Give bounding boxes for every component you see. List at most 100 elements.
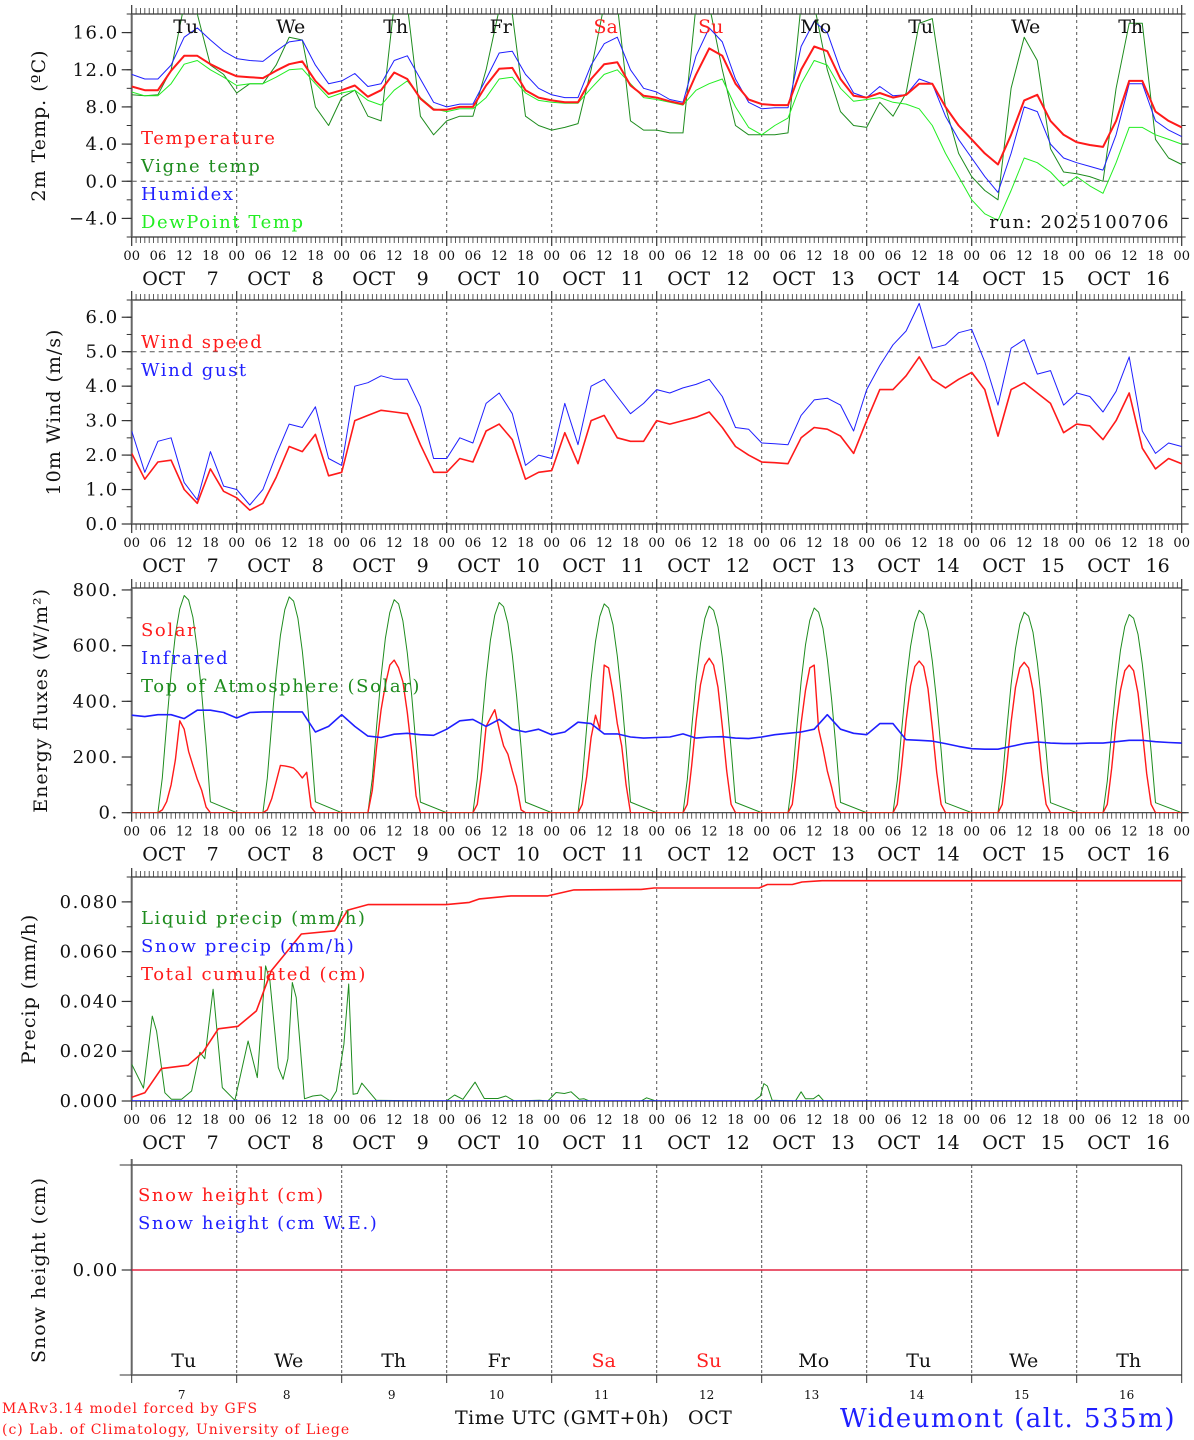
y-tick-label: 200. — [73, 747, 119, 768]
legend-entry: Temperature — [141, 128, 277, 149]
day-number-label: 9 — [388, 1388, 396, 1402]
x-date-label: 10 — [516, 268, 540, 290]
day-of-week-label: Mo — [798, 1350, 829, 1372]
x-hour-label: 06 — [780, 825, 797, 840]
x-month-label: OCT — [352, 268, 395, 290]
x-hour-label: 12 — [911, 249, 928, 264]
x-hour-label: 18 — [727, 1113, 744, 1128]
x-hour-label: 00 — [543, 1113, 560, 1128]
x-month-label: OCT — [142, 555, 185, 577]
x-hour-label: 18 — [622, 1113, 639, 1128]
x-hour-label: 00 — [1068, 1113, 1085, 1128]
x-hour-label: 00 — [753, 536, 770, 551]
x-hour-label: 12 — [701, 536, 718, 551]
x-hour-label: 12 — [491, 825, 508, 840]
x-date-label: 9 — [417, 555, 429, 577]
x-hour-label: 18 — [727, 825, 744, 840]
x-date-label: 9 — [417, 844, 429, 866]
x-date-label: 8 — [312, 555, 324, 577]
x-month-label: OCT — [247, 844, 290, 866]
x-hour-label: 12 — [1121, 536, 1138, 551]
x-hour-label: 00 — [858, 825, 875, 840]
x-hour-label: 18 — [727, 249, 744, 264]
x-hour-label: 12 — [491, 1113, 508, 1128]
y-axis-label: Snow height (cm) — [28, 1177, 50, 1363]
y-tick-label: 12.0 — [73, 60, 119, 81]
x-hour-label: 12 — [1016, 1113, 1033, 1128]
day-of-week-label: Tu — [171, 1350, 196, 1372]
x-date-label: 10 — [516, 1132, 540, 1154]
y-tick-label: 4.0 — [86, 134, 119, 155]
x-hour-label: 06 — [1095, 1113, 1112, 1128]
x-date-label: 11 — [621, 268, 645, 290]
x-hour-label: 06 — [1095, 536, 1112, 551]
x-month-label: OCT — [1087, 268, 1130, 290]
run-label: run: 2025100706 — [989, 212, 1170, 233]
x-hour-label: 06 — [465, 249, 482, 264]
y-tick-label: 4.0 — [86, 376, 119, 397]
day-of-week-label: Tu — [908, 16, 933, 38]
x-hour-label: 12 — [596, 1113, 613, 1128]
series-line-temperature — [131, 45, 1182, 166]
x-date-label: 14 — [936, 555, 960, 577]
x-hour-label: 06 — [570, 825, 587, 840]
x-date-label: 14 — [936, 268, 960, 290]
x-hour-label: 18 — [307, 536, 324, 551]
x-date-label: 9 — [417, 1132, 429, 1154]
x-hour-label: 06 — [675, 1113, 692, 1128]
day-of-week-label: Su — [698, 16, 723, 38]
x-hour-label: 18 — [832, 536, 849, 551]
day-of-week-label: We — [1009, 1350, 1038, 1372]
x-date-label: 15 — [1041, 555, 1065, 577]
day-number-label: 16 — [1119, 1388, 1134, 1402]
x-hour-label: 12 — [911, 1113, 928, 1128]
legend-entry: Infrared — [141, 648, 229, 669]
x-hour-label: 18 — [517, 1113, 534, 1128]
x-hour-label: 06 — [360, 249, 377, 264]
x-month-label: OCT — [1087, 555, 1130, 577]
x-hour-label: 18 — [1042, 1113, 1059, 1128]
x-hour-label: 18 — [832, 825, 849, 840]
x-date-label: 14 — [936, 844, 960, 866]
x-hour-label: 00 — [1068, 249, 1085, 264]
x-hour-label: 00 — [333, 249, 350, 264]
x-month-label: OCT — [772, 555, 815, 577]
day-number-label: 15 — [1014, 1388, 1029, 1402]
x-hour-label: 18 — [832, 249, 849, 264]
x-hour-label: 18 — [727, 536, 744, 551]
x-hour-label: 12 — [176, 825, 193, 840]
x-month-label: OCT — [877, 1132, 920, 1154]
station-name: Wideumont (alt. 535m) — [840, 1404, 1176, 1434]
x-hour-label: 00 — [858, 536, 875, 551]
x-hour-label: 12 — [1016, 536, 1033, 551]
legend-entry: Snow precip (mm/h) — [141, 936, 355, 957]
x-hour-label: 06 — [150, 825, 167, 840]
series-line-wind-gust — [131, 302, 1182, 506]
day-of-week-label: Mo — [800, 16, 831, 38]
x-hour-label: 00 — [648, 536, 665, 551]
x-date-label: 10 — [516, 844, 540, 866]
x-hour-label: 18 — [622, 249, 639, 264]
x-hour-label: 12 — [1016, 825, 1033, 840]
day-number-label: 14 — [909, 1388, 925, 1402]
panel-wind: 00 06 12 18 OCT 7 00 06 12 18 OCT 8 00 06 12 18 OCT 9 00 06… — [43, 291, 1190, 577]
panel-energy: 00 06 12 18 OCT 7 00 06 12 18 OCT 8 00 06 12 18 OCT 9 00 06… — [30, 579, 1190, 866]
x-hour-label: 12 — [386, 536, 403, 551]
y-tick-label: 0.080 — [60, 892, 119, 913]
x-month-label: OCT — [982, 555, 1025, 577]
day-of-week-label: Fr — [490, 16, 513, 38]
x-date-label: 8 — [312, 1132, 324, 1154]
x-hour-label: 12 — [806, 249, 823, 264]
x-month-label: OCT — [247, 1132, 290, 1154]
x-hour-label: 18 — [412, 1113, 429, 1128]
legend-entry: Liquid precip (mm/h) — [141, 908, 367, 929]
x-month-label: OCT — [457, 844, 500, 866]
x-hour-label: 00 — [648, 249, 665, 264]
x-hour-label: 00 — [1173, 825, 1190, 840]
x-month-label: OCT — [877, 268, 920, 290]
y-tick-label: 0.0 — [86, 514, 119, 535]
x-month-label: OCT — [457, 555, 500, 577]
x-hour-label: 06 — [990, 249, 1007, 264]
x-month-label: OCT — [352, 844, 395, 866]
x-hour-label: 18 — [937, 1113, 954, 1128]
